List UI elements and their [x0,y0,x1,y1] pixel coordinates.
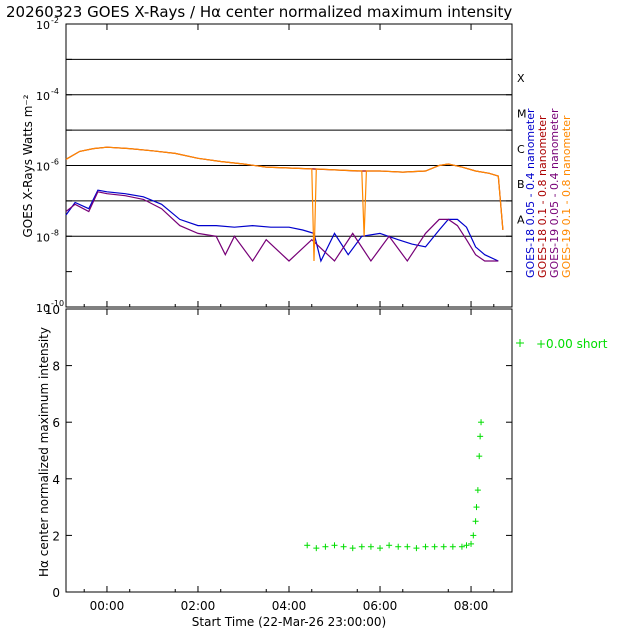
series-line-3 [65,146,504,262]
flare-class-B: B [517,178,525,191]
y-tick-label: 6 [52,416,60,430]
flare-class-C: C [517,143,525,156]
scatter-point [440,543,447,550]
x-tick-label: 00:00 [90,599,125,613]
scatter-point [322,543,329,550]
y-tick-exponent: -6 [51,158,59,167]
scatter-point [477,433,484,440]
flare-class-X: X [517,72,525,85]
x-tick-label: 04:00 [272,599,307,613]
scatter-point [304,542,311,549]
xray-panel-y-ticks: 10-210-410-610-810-10 [36,16,512,315]
y-tick-label: 10 [36,161,50,174]
halpha-panel-frame [65,308,513,593]
scatter-point [449,543,456,550]
y-tick-label: 10 [36,90,50,103]
series-line-0 [65,189,499,263]
scatter-point [367,543,374,550]
legend-entry: GOES-18 0.05 - 0.4 nanometer [524,108,537,278]
legend-entry: GOES-19 0.1 - 0.8 nanometer [560,115,573,278]
flare-class-labels: X M C B A [517,72,527,227]
y-tick-label: 10 [36,302,50,315]
y-tick-label: 10 [45,303,60,317]
scatter-point [476,453,483,460]
scatter-point [377,545,384,552]
y-tick-exponent: -2 [51,16,59,25]
y-tick-exponent: -10 [51,299,64,308]
halpha-legend: +0.00 short [516,337,608,351]
scatter-point [474,487,481,494]
scatter-point [413,545,420,552]
y-tick-label: 8 [52,360,60,374]
y-tick-label: 10 [36,231,50,244]
scatter-point [458,543,465,550]
chart-title: 20260323 GOES X-Rays / Hα center normali… [6,3,512,21]
series-line-1 [65,146,504,231]
scatter-point [349,545,356,552]
y-tick-exponent: -8 [51,228,59,237]
scatter-point [431,543,438,550]
xray-panel-series [65,146,504,263]
series-line-2 [65,191,499,263]
xray-panel-gridlines [66,58,512,237]
scatter-point [422,543,429,550]
flare-class-A: A [517,214,525,227]
scatter-point [473,504,480,511]
scatter-point [331,542,338,549]
scatter-point [472,518,479,525]
scatter-point [386,542,393,549]
scatter-point [463,542,470,549]
halpha-panel-series [304,419,485,552]
flare-class-M: M [517,107,527,120]
x-axis-ticks: 00:00 02:00 04:00 06:00 08:00 [83,24,495,613]
legend-entry: GOES-19 0.05 - 0.4 nanometer [548,108,561,278]
xray-legend: GOES-18 0.05 - 0.4 nanometer GOES-18 0.1 … [524,108,573,278]
y-tick-label: 10 [36,19,50,32]
y-tick-label: 4 [52,473,60,487]
xray-y-axis-label: GOES X-Rays Watts m⁻² [21,94,35,237]
halpha-y-axis-label: Hα center normalized maximum intensity [37,327,51,577]
scatter-point [313,545,320,552]
y-tick-exponent: -4 [51,87,59,96]
x-tick-label: 08:00 [454,599,489,613]
y-tick-label: 2 [52,529,60,543]
x-axis-label: Start Time (22-Mar-26 23:00:00) [192,615,386,629]
x-tick-label: 02:00 [181,599,216,613]
scatter-point [470,532,477,539]
scatter-point [404,543,411,550]
legend-entry: +0.00 short [536,337,608,351]
halpha-panel-y-ticks: 0 2 4 6 8 10 [45,303,512,600]
scatter-point [478,419,485,426]
scatter-point [358,543,365,550]
scatter-point [395,543,402,550]
scatter-point [340,543,347,550]
scatter-point [468,540,475,547]
legend-entry: GOES-18 0.1 - 0.8 nanometer [536,115,549,278]
x-tick-label: 06:00 [363,599,398,613]
y-tick-label: 0 [52,586,60,600]
